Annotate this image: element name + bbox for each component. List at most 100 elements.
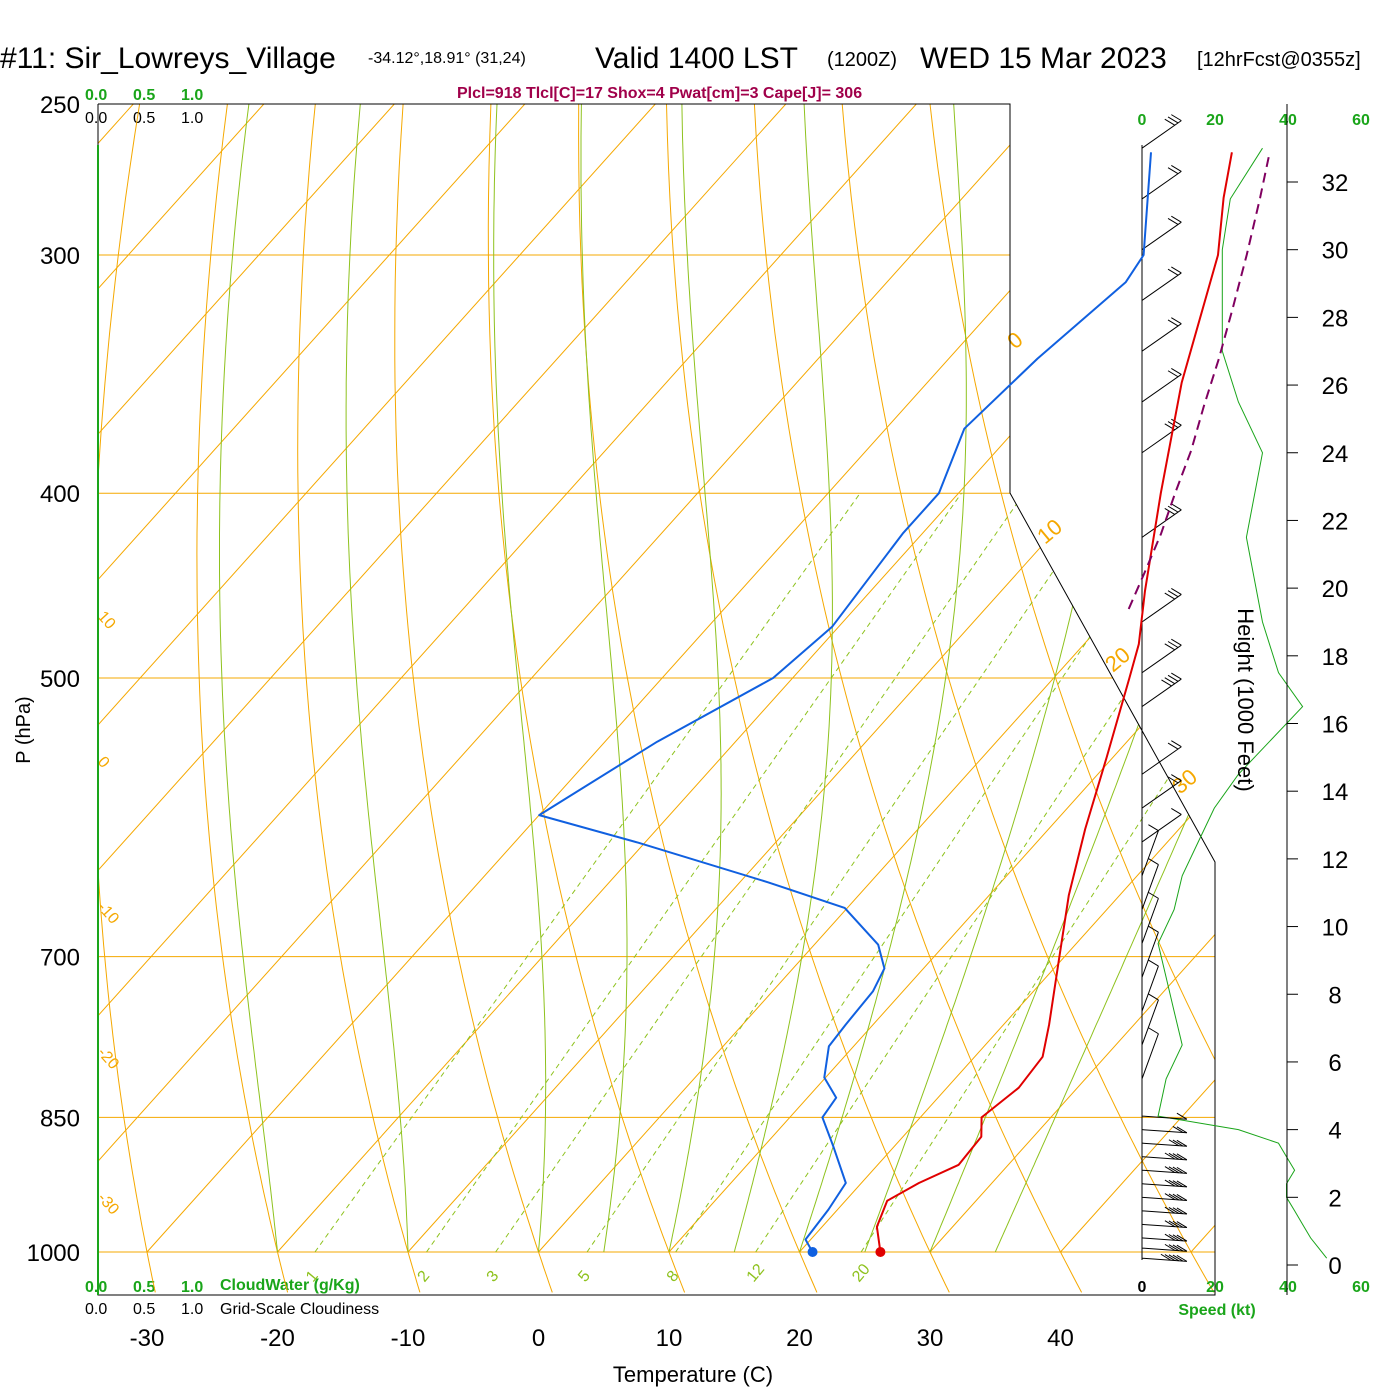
height-tick-label: 18 [1322, 644, 1349, 671]
plot-frame [97, 103, 1216, 1296]
wind-barb-feather [1164, 1193, 1176, 1201]
dry-adiabat-label: 10 [1032, 514, 1067, 549]
wind-barb-feather [1172, 1193, 1184, 1201]
moist-adiabat-line [580, 104, 628, 1253]
wind-barb [1141, 374, 1182, 403]
wind-barb-feather [1168, 1234, 1180, 1241]
pressure-tick-label: 300 [40, 243, 80, 270]
isotherm-line [146, 104, 1178, 1253]
dry-adiabat-line [578, 104, 818, 1293]
dry-adiabat-label: 30 [1167, 764, 1202, 799]
cloud-scale-top-green-1: 0.5 [133, 87, 155, 104]
wind-barb [1141, 1033, 1159, 1080]
cloudiness-label: Grid-Scale Cloudiness [220, 1301, 379, 1318]
moist-adiabat-line [345, 104, 409, 1253]
pressure-tick-label: 500 [40, 666, 80, 693]
cloud-scale-bottom-black-1: 0.5 [133, 1301, 155, 1318]
wind-barb-feather [1164, 1243, 1176, 1251]
pressure-axis: 250 300 400 500 700 850 1000 [27, 92, 80, 1267]
wind-scale-bottom-label: 0 [1138, 1279, 1147, 1296]
height-tick-label: 22 [1322, 508, 1349, 535]
height-tick-label: 20 [1322, 576, 1349, 603]
forecast-info: [12hrFcst@0355z] [1197, 49, 1361, 71]
wind-barb-feather [1172, 1234, 1184, 1242]
moist-adiabat-line [733, 104, 833, 1253]
wind-barb [1141, 1142, 1187, 1147]
cloud-scale-top-green-2: 1.0 [181, 87, 203, 104]
wind-barb-feather [1167, 218, 1179, 225]
temperature-trace [875, 152, 1233, 1253]
wind-barb-feather [1171, 774, 1182, 782]
height-axis-title: Height (1000 Feet) [1233, 608, 1258, 791]
wind-barb-feather [1164, 118, 1176, 126]
wind-barb-feather [1167, 319, 1179, 327]
temperature-tick-label: -30 [130, 1325, 165, 1352]
wind-barb-feather [1176, 1153, 1188, 1161]
wind-barb-feather [1176, 1194, 1188, 1201]
moist-adiabat-line [668, 104, 722, 1253]
wind-barb-feather [1171, 368, 1182, 375]
cloud-scale-top-green-0: 0.0 [85, 87, 107, 104]
mixing-ratio-label: 12 [744, 1261, 769, 1286]
dry-adiabat-label: 0 [1002, 327, 1027, 354]
wind-barb-feather [1167, 674, 1179, 682]
wind-barb-feather [1168, 1220, 1180, 1228]
height-tick-label: 30 [1322, 238, 1349, 265]
isotherm-line [98, 104, 917, 1253]
wind-barb [1141, 1183, 1187, 1188]
wind-barb-feather [1171, 588, 1182, 595]
temperature-tick-label: 20 [786, 1325, 813, 1352]
mixing-ratio-line [426, 492, 962, 1253]
wind-barb-feather [1171, 740, 1182, 748]
height-tick-label: 16 [1322, 712, 1349, 739]
wind-barb-feather [1176, 1139, 1188, 1147]
wind-barb [1141, 323, 1182, 352]
wind-barb-feather [1148, 925, 1159, 933]
wind-barb-feather [1172, 1180, 1184, 1188]
wind-barb-feather [1167, 776, 1179, 784]
wind-barb-feather [1172, 1126, 1184, 1133]
mixing-ratio-line [860, 492, 1215, 1253]
surface-temperature-marker [875, 1247, 886, 1257]
wind-barb-feather [1171, 807, 1182, 815]
wind-barb [1141, 965, 1159, 1012]
temperature-tick-label: 0 [532, 1325, 545, 1352]
isotherm-line [98, 104, 526, 1253]
wind-barb-feather [1148, 824, 1159, 832]
isotherm-line [407, 104, 1215, 1253]
sounding-traces [538, 152, 1271, 1257]
moist-adiabat-line [994, 104, 1215, 1253]
moist-adiabat-line [493, 104, 547, 1253]
height-tick-label: 6 [1328, 1050, 1341, 1077]
wind-barb [1141, 1210, 1187, 1215]
wind-barb [1141, 780, 1182, 809]
wind-barb [1141, 120, 1182, 149]
wind-barb [1141, 1223, 1187, 1229]
station-title: #11: Sir_Lowreys_Village [0, 42, 336, 75]
wind-barb-feather [1164, 592, 1176, 600]
wind-barb [1141, 424, 1182, 454]
wind-barb [1141, 1237, 1187, 1242]
wind-barb-feather [1172, 1254, 1184, 1262]
pressure-tick-label: 1000 [27, 1240, 80, 1267]
wind-barb-feather [1164, 1233, 1176, 1241]
cloud-scale-bottom-green-0: 0.0 [85, 1279, 107, 1296]
wind-barb-feather [1176, 1221, 1188, 1228]
isotherm-line [929, 104, 1215, 1253]
isotherm-line [98, 104, 656, 1253]
surface-dewpoint-marker [807, 1247, 818, 1257]
dry-adiabat-line [752, 104, 1083, 1293]
wind-barb-feather [1164, 1179, 1176, 1187]
wind-barb-feather [1171, 672, 1182, 680]
wind-barb-feather [1148, 959, 1159, 967]
isotherm-label: 0 [94, 754, 113, 772]
mixing-ratio-label: 3 [484, 1268, 503, 1286]
wind-barb-feather [1172, 1166, 1184, 1174]
wind-barb-feather [1171, 418, 1182, 426]
dewpoint-trace [538, 152, 1152, 1253]
dry-adiabat-line [1360, 70, 1400, 1292]
dry-adiabat-line [394, 104, 553, 1293]
height-tick-label: 0 [1328, 1253, 1341, 1280]
wind-barb-feather [1171, 638, 1182, 646]
